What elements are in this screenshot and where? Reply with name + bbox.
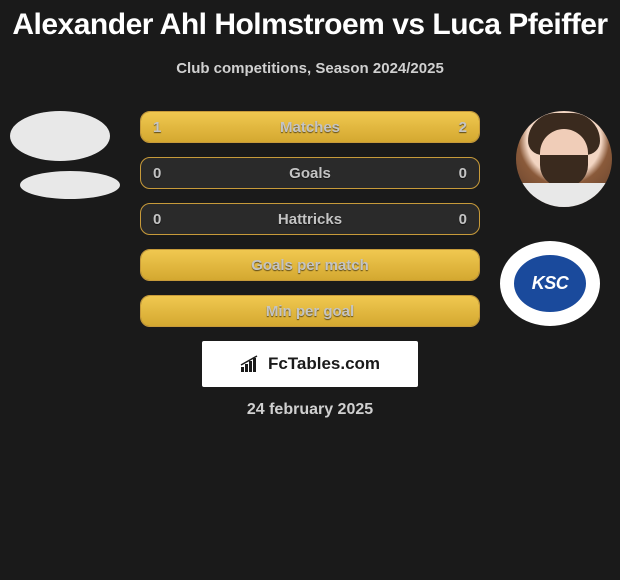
- bar-chart-icon: [240, 355, 262, 373]
- stat-row: 00Goals: [140, 157, 480, 189]
- stat-row: 12Matches: [140, 111, 480, 143]
- stat-label: Goals per match: [141, 250, 479, 280]
- player-right-avatar: [516, 111, 612, 207]
- stat-label: Hattricks: [141, 204, 479, 234]
- player-left-avatar: [10, 111, 110, 161]
- stat-rows: 12Matches 00Goals 00Hattricks Goals per mat…: [140, 111, 480, 327]
- source-logo[interactable]: FcTables.com: [202, 341, 418, 387]
- comparison-title: Alexander Ahl Holmstroem vs Luca Pfeiffe…: [0, 0, 620, 42]
- stat-label: Matches: [141, 112, 479, 142]
- club-badge-text: KSC: [532, 273, 569, 294]
- player-left-club-badge: [20, 171, 120, 199]
- stats-area: KSC 12Matches 00Goals 00Hattricks Goals per…: [0, 111, 620, 419]
- stat-row: Min per goal: [140, 295, 480, 327]
- comparison-subtitle: Club competitions, Season 2024/2025: [0, 60, 620, 77]
- player-right-club-badge: KSC: [500, 241, 600, 326]
- source-logo-text: FcTables.com: [268, 354, 380, 374]
- stat-label: Goals: [141, 158, 479, 188]
- comparison-date: 24 february 2025: [0, 401, 620, 419]
- stat-row: 00Hattricks: [140, 203, 480, 235]
- stat-row: Goals per match: [140, 249, 480, 281]
- stat-label: Min per goal: [141, 296, 479, 326]
